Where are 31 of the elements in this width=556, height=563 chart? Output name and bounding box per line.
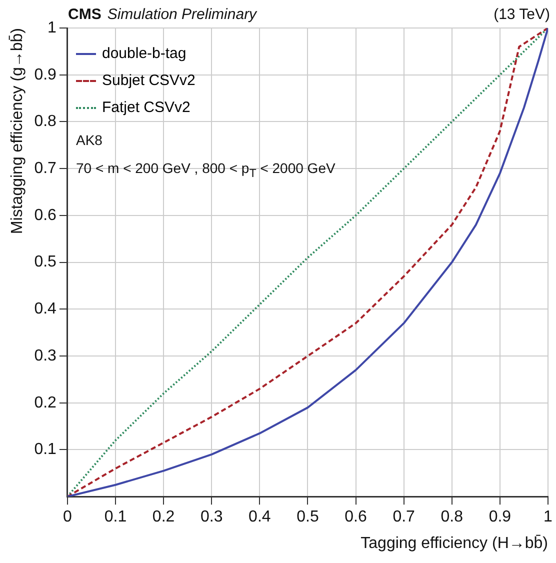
y-tick-label: 0.3 — [34, 347, 57, 364]
legend-label: Fatjet CSVv2 — [102, 99, 190, 116]
y-tick-label: 0.6 — [34, 206, 57, 224]
x-tick-label: 0.7 — [392, 508, 416, 526]
x-tick-label: 0.3 — [200, 508, 223, 526]
y-tick-label: 0.9 — [34, 66, 57, 84]
x-axis-title: Tagging efficiency (H→bb̄) — [360, 534, 548, 552]
x-tick-label: 0.1 — [104, 508, 127, 526]
y-axis-title: Mistagging efficiency (g→bb̄) — [8, 28, 26, 234]
text: (13 TeV) — [494, 6, 550, 23]
legend-label: Subjet CSVv2 — [102, 72, 196, 89]
x-tick-label: 0 — [62, 508, 72, 526]
y-tick-label: 0.1 — [34, 441, 57, 458]
x-tick-label: 0.4 — [248, 508, 271, 526]
y-tick-label: 0.8 — [34, 113, 57, 130]
annotation: AK8 — [76, 132, 102, 148]
chart-title: CMS — [68, 6, 102, 23]
x-tick-label: 0.5 — [296, 508, 319, 526]
x-tick-label: 0.6 — [344, 508, 367, 526]
x-tick-label: 1 — [544, 508, 553, 526]
x-tick-label: 0.9 — [488, 508, 512, 526]
y-tick-label: 0.2 — [34, 394, 57, 412]
legend-label: double-b-tag — [102, 45, 186, 62]
y-tick-label: 0.4 — [34, 300, 57, 318]
y-tick-label: 0.5 — [34, 254, 57, 271]
y-tick-label: 1 — [48, 19, 57, 36]
x-tick-label: 0.2 — [152, 508, 175, 526]
annotation: 70 < m < 200 GeV , 800 < p$_{T}$ < 2000 GeV — [76, 160, 336, 180]
x-tick-label: 0.8 — [440, 508, 464, 526]
y-tick-label: 0.7 — [34, 160, 57, 177]
chart-subtitle: Simulation Preliminary — [107, 6, 257, 23]
